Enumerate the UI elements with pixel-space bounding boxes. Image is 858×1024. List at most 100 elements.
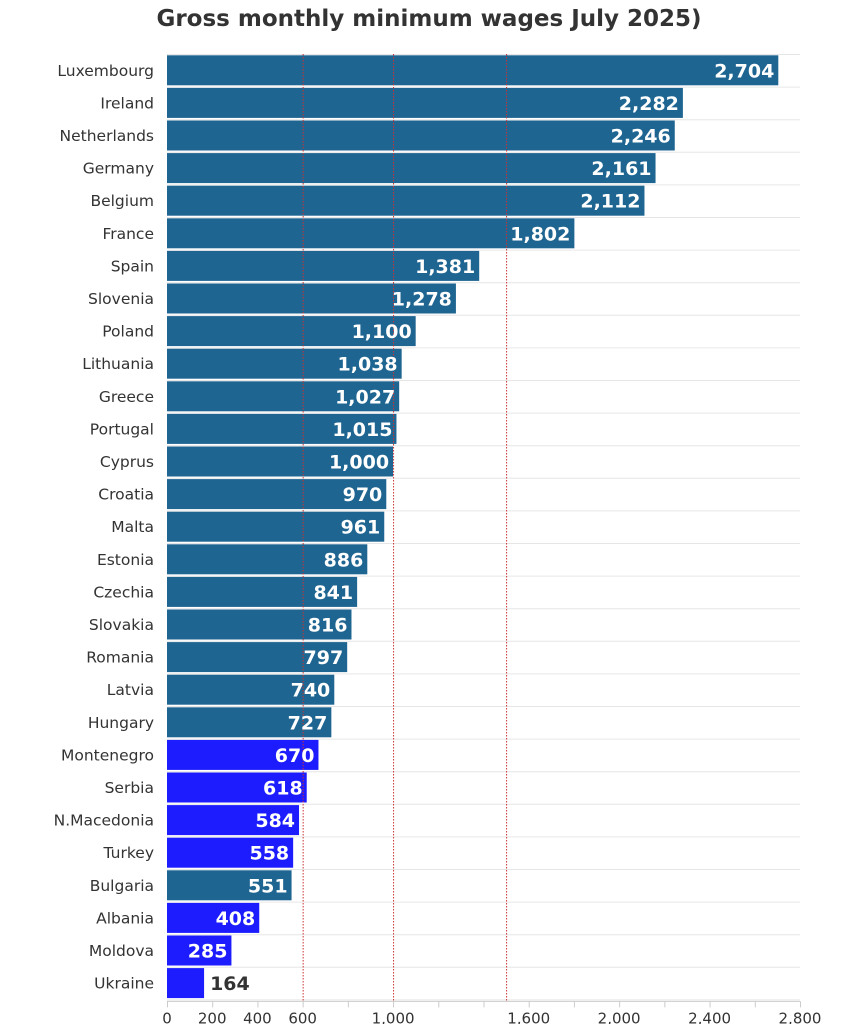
category-label: Bulgaria (90, 877, 154, 895)
value-label: 1,100 (352, 321, 412, 343)
category-label: Spain (111, 257, 154, 275)
value-label: 740 (291, 680, 331, 702)
x-tick-label: 2,400 (688, 1009, 731, 1024)
bar (167, 674, 335, 705)
category-label: Lithuania (82, 355, 154, 373)
bar (167, 902, 260, 933)
bar (167, 739, 319, 770)
category-label: Greece (99, 388, 154, 406)
category-label: Belgium (90, 192, 154, 210)
category-label: Slovakia (89, 616, 154, 634)
bar (167, 348, 402, 379)
category-label: Portugal (90, 420, 154, 438)
value-label: 886 (324, 549, 364, 571)
x-tick-label: 400 (243, 1009, 272, 1024)
bar (167, 153, 656, 184)
bar (167, 511, 385, 542)
category-label: Slovenia (88, 290, 154, 308)
category-label: Turkey (103, 844, 154, 862)
category-label: Moldova (89, 942, 154, 960)
value-label: 970 (343, 484, 383, 506)
category-label: Estonia (97, 551, 154, 569)
bar (167, 283, 456, 314)
x-tick-label: 2,800 (779, 1009, 822, 1024)
value-label: 841 (313, 582, 353, 604)
category-label: Czechia (93, 583, 154, 601)
category-label: Serbia (105, 779, 154, 797)
value-label: 408 (216, 908, 256, 930)
value-label: 584 (255, 810, 295, 832)
bar (167, 185, 645, 216)
value-label: 618 (263, 778, 303, 800)
bar (167, 446, 394, 477)
bar (167, 87, 683, 118)
value-label: 816 (308, 615, 348, 637)
category-label: Albania (96, 909, 154, 927)
bar (167, 544, 368, 575)
value-label: 164 (210, 973, 250, 995)
category-label: Ireland (100, 94, 154, 112)
value-label: 1,015 (332, 419, 392, 441)
x-tick-label: 1,600 (507, 1009, 550, 1024)
bar (167, 642, 348, 673)
x-axis: 0 200 400 600 1,000 1,600 2,000 2,400 2,800 (162, 1000, 822, 1024)
x-tick-label: 2,000 (598, 1009, 641, 1024)
value-label: 961 (341, 517, 381, 539)
bar (167, 968, 205, 999)
category-label: Netherlands (60, 127, 154, 145)
bar (167, 870, 292, 901)
value-label: 558 (249, 843, 289, 865)
value-label: 551 (248, 875, 288, 897)
bar-labels: Luxembourg 2,704 Ireland 2,282 Netherlands 2,… (54, 60, 775, 995)
category-label: Romania (86, 649, 154, 667)
bar (167, 837, 294, 868)
category-label: Montenegro (61, 746, 154, 764)
bar (167, 935, 232, 966)
value-label: 1,000 (329, 452, 389, 474)
bar (167, 316, 416, 347)
bar (167, 413, 397, 444)
bar (167, 609, 352, 640)
category-label: Poland (102, 323, 154, 341)
value-label: 1,278 (392, 289, 452, 311)
category-label: N.Macedonia (54, 812, 154, 830)
value-label: 285 (188, 941, 228, 963)
chart-title: Gross monthly minimum wages July 2025) (156, 6, 702, 32)
category-label: Croatia (98, 486, 154, 504)
value-label: 2,161 (591, 158, 651, 180)
bar (167, 805, 300, 836)
bar (167, 250, 480, 281)
bar (167, 120, 675, 151)
x-tick-label: 600 (288, 1009, 317, 1024)
bar (167, 55, 779, 86)
category-label: Cyprus (100, 453, 154, 471)
bar (167, 479, 387, 510)
value-label: 2,704 (714, 60, 774, 82)
category-label: Hungary (88, 714, 154, 732)
x-tick-label: 1,000 (372, 1009, 415, 1024)
x-tick-label: 0 (162, 1009, 172, 1024)
value-label: 2,246 (611, 126, 671, 148)
value-label: 1,038 (338, 354, 398, 376)
value-label: 797 (304, 647, 344, 669)
bar (167, 381, 400, 412)
value-label: 1,027 (335, 386, 395, 408)
bar (167, 576, 358, 607)
value-label: 2,112 (580, 191, 640, 213)
category-label: Ukraine (94, 975, 154, 993)
reference-lines (302, 54, 508, 1002)
bar (167, 707, 332, 738)
category-label: Latvia (107, 681, 154, 699)
category-label: Germany (83, 160, 154, 178)
value-label: 1,802 (510, 223, 570, 245)
grid-lines (167, 54, 800, 1001)
category-label: Malta (111, 518, 154, 536)
bars (167, 55, 779, 999)
value-label: 670 (275, 745, 315, 767)
category-label: Luxembourg (57, 62, 154, 80)
x-tick-label: 200 (198, 1009, 227, 1024)
category-label: France (102, 225, 154, 243)
value-label: 727 (288, 712, 328, 734)
value-label: 1,381 (415, 256, 475, 278)
